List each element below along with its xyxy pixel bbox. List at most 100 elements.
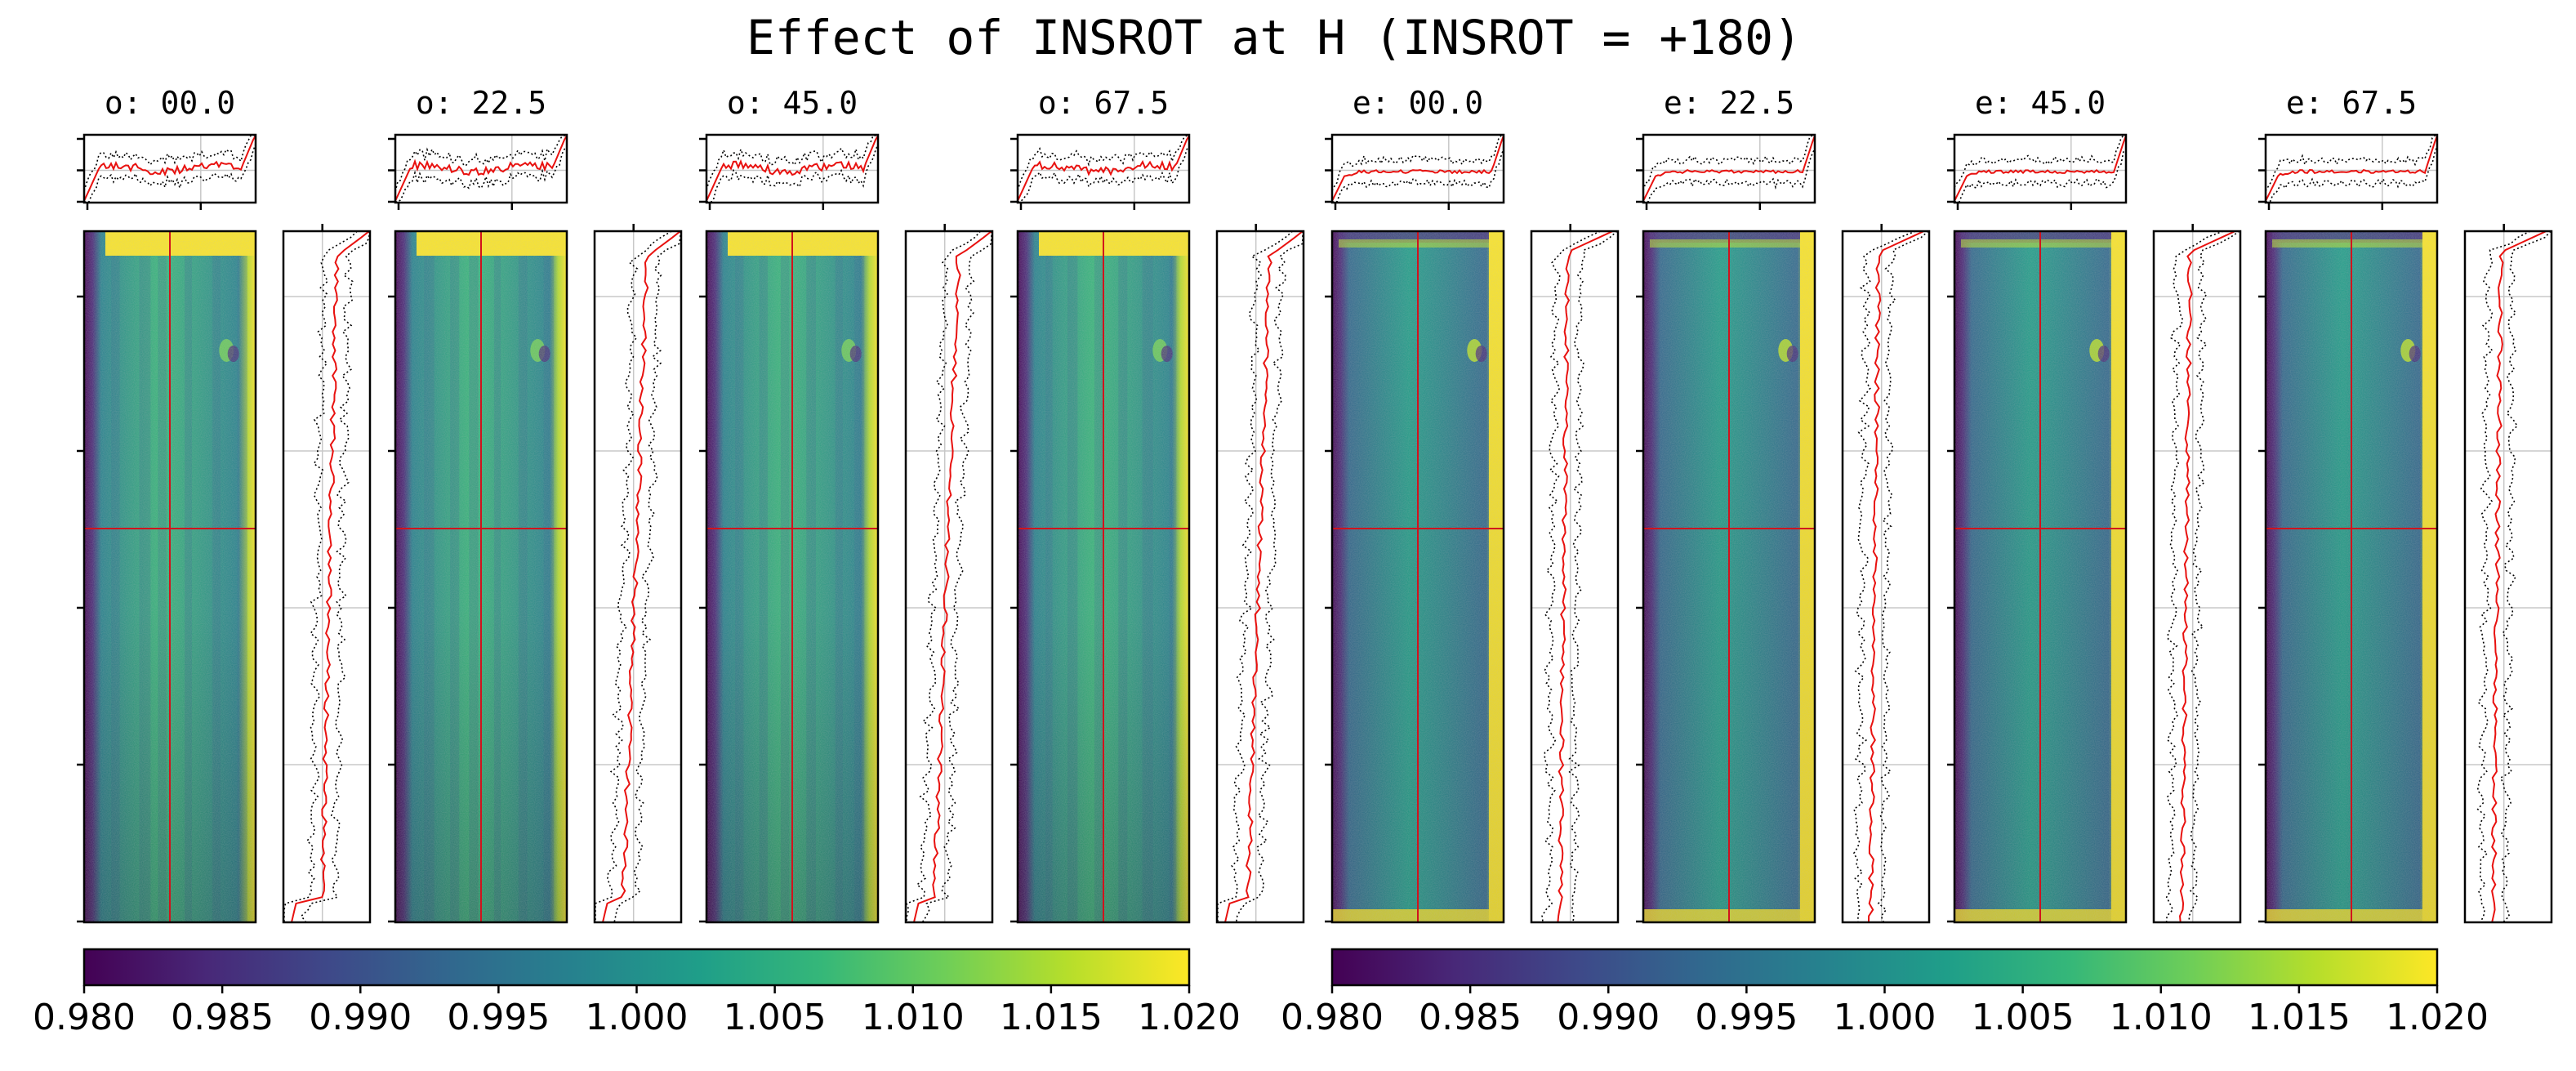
- profile-mean-line: [602, 230, 681, 923]
- figure-title: Effect of INSROT at H (INSROT = +180): [747, 10, 1802, 65]
- row-profile-frame: [282, 230, 372, 924]
- colorbar-tick-label: 0.980: [33, 997, 136, 1038]
- column-profile-plot: [1325, 133, 1505, 210]
- panel-e-45: e: 45.0: [1947, 85, 2242, 924]
- flat-field-image: [1010, 230, 1191, 924]
- colorbar-tick-label: 1.015: [1000, 997, 1103, 1038]
- image-frame: [82, 230, 257, 924]
- profile-lower-band: [2476, 230, 2531, 923]
- profile-lower-band: [2165, 230, 2224, 923]
- colorbar-tick-label: 1.010: [2110, 997, 2213, 1038]
- column-profile-frame: [394, 133, 568, 204]
- column-profile-frame: [1016, 133, 1191, 204]
- column-profile-plot: [77, 133, 257, 210]
- profile-mean-line: [1224, 230, 1304, 923]
- colorbar-o: 0.980 0.985 0.990 0.995 1.000 1.005 1.010 1.015…: [33, 948, 1241, 1038]
- row-profile-frame: [2152, 230, 2242, 924]
- panel-title: o: 67.5: [1038, 85, 1169, 121]
- row-profile-plot: [282, 224, 372, 924]
- profile-mean-line: [913, 230, 992, 923]
- column-profile-plot: [1010, 133, 1191, 210]
- profile-mean-line: [1017, 135, 1190, 202]
- profile-mean-line: [291, 230, 370, 923]
- colorbar-tick-label: 1.005: [1972, 997, 2075, 1038]
- profile-lower-band: [283, 230, 358, 922]
- image-frame: [2264, 230, 2439, 924]
- profile-lower-band: [395, 147, 568, 203]
- profile-lower-band: [706, 144, 879, 203]
- profile-upper-band: [83, 135, 256, 191]
- image-frame: [1642, 230, 1816, 924]
- profile-upper-band: [1567, 230, 1618, 923]
- flat-field-image: [1947, 230, 2128, 924]
- colorbar-tick-label: 0.980: [1281, 997, 1384, 1038]
- row-profile-plot: [593, 224, 683, 924]
- profile-upper-band: [1331, 135, 1504, 191]
- colorbars-group: 0.980 0.985 0.990 0.995 1.000 1.005 1.010 1.015…: [33, 948, 2489, 1038]
- profile-lower-band: [1018, 145, 1190, 203]
- panel-o-22-5: o: 22.5: [388, 85, 683, 924]
- panel-title: e: 22.5: [1664, 85, 1794, 121]
- colorbar-tick-label: 1.000: [586, 997, 689, 1038]
- column-profile-plot: [2258, 133, 2439, 210]
- row-profile-frame: [593, 230, 683, 924]
- column-profile-plot: [1947, 133, 2128, 210]
- panel-o-67-5: o: 67.5: [1010, 85, 1305, 924]
- profile-lower-band: [1954, 149, 2127, 203]
- row-profile-plot: [2463, 224, 2553, 924]
- row-profile-frame: [904, 230, 994, 924]
- colorbar-tick-label: 1.010: [862, 997, 965, 1038]
- column-profile-frame: [705, 133, 880, 204]
- profile-lower-band: [1332, 148, 1504, 203]
- column-profile-frame: [1953, 133, 2128, 204]
- colorbar-tick-label: 0.985: [1419, 997, 1522, 1038]
- flat-field-image: [699, 230, 880, 924]
- panel-title: o: 45.0: [727, 85, 858, 121]
- panel-title: e: 67.5: [2286, 85, 2417, 121]
- image-frame: [394, 230, 568, 924]
- profile-lower-band: [905, 230, 982, 923]
- colorbar-tick-label: 1.020: [2386, 997, 2489, 1038]
- profile-upper-band: [2499, 230, 2551, 923]
- image-frame: [705, 230, 880, 924]
- row-profile-frame: [1841, 230, 1931, 924]
- row-profile-plot: [1530, 224, 1620, 924]
- colorbar-tick-label: 1.000: [1834, 997, 1936, 1038]
- row-profile-frame: [1530, 230, 1620, 924]
- panel-e-67-5: e: 67.5: [2258, 85, 2553, 924]
- colorbar-tick-label: 0.990: [1557, 997, 1660, 1038]
- profile-lower-band: [595, 230, 672, 922]
- profile-upper-band: [1954, 135, 2126, 188]
- panel-title: e: 00.0: [1353, 85, 1483, 121]
- panels-group: o: 00.0 o: 22.5 o: 45.0 o: 67.5 e: 00.0 e: 22…: [77, 85, 2553, 924]
- row-profile-plot: [1841, 224, 1931, 924]
- colorbar-tick-label: 0.995: [447, 997, 550, 1038]
- flat-field-image: [1325, 230, 1505, 924]
- profile-mean-line: [394, 135, 568, 202]
- profile-mean-line: [1868, 230, 1924, 923]
- profile-lower-band: [2266, 145, 2438, 203]
- column-profile-plot: [1636, 133, 1816, 210]
- profile-lower-band: [1643, 148, 1816, 203]
- row-profile-plot: [1215, 224, 1305, 924]
- panel-e-0: e: 00.0: [1325, 85, 1620, 924]
- panel-o-45: o: 45.0: [699, 85, 994, 924]
- profile-upper-band: [613, 231, 681, 923]
- colorbar-gradient: [82, 948, 1191, 987]
- image-frame: [1953, 230, 2128, 924]
- profile-upper-band: [2265, 135, 2437, 192]
- panel-e-22-5: e: 22.5: [1636, 85, 1931, 924]
- row-profile-plot: [904, 224, 994, 924]
- flat-field-image: [2258, 230, 2439, 924]
- profile-lower-band: [84, 144, 256, 203]
- profile-mean-line: [2265, 135, 2438, 202]
- colorbar-tick-label: 0.985: [171, 997, 274, 1038]
- flat-field-image: [1636, 230, 1816, 924]
- profile-lower-band: [1541, 230, 1601, 923]
- profile-mean-line: [1642, 135, 1816, 202]
- panel-title: o: 00.0: [105, 85, 235, 121]
- flat-field-image: [388, 230, 568, 924]
- profile-mean-line: [1954, 135, 2127, 202]
- profile-mean-line: [1331, 135, 1504, 202]
